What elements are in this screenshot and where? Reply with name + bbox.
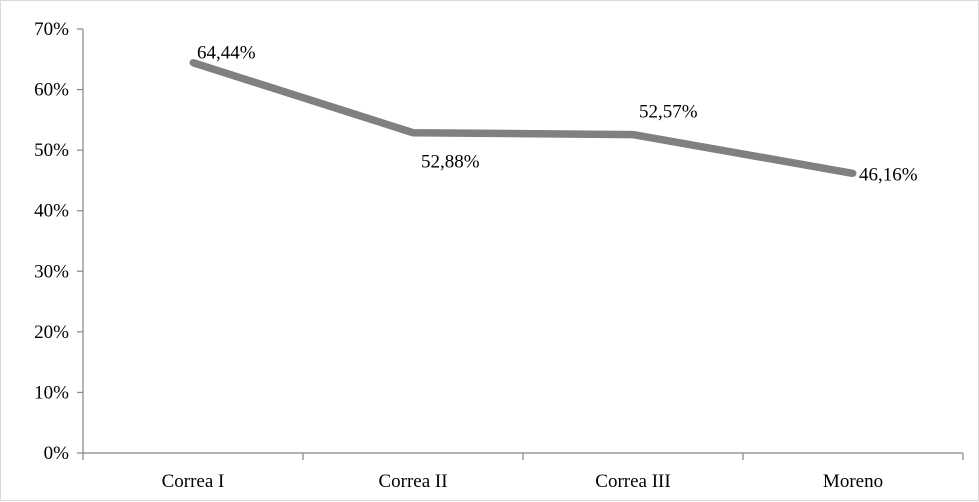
x-axis: Correa I Correa II Correa III Moreno xyxy=(82,452,964,492)
y-tick-label: 30% xyxy=(34,261,69,282)
y-tick-label: 40% xyxy=(34,201,69,222)
data-labels: 64,44% 52,88% 52,57% 46,16% xyxy=(197,43,918,186)
series-layer xyxy=(189,59,857,178)
x-category-label: Moreno xyxy=(823,471,883,492)
data-label: 64,44% xyxy=(197,43,256,64)
data-label: 52,88% xyxy=(421,152,480,173)
data-label: 52,57% xyxy=(639,102,698,123)
y-tick-label: 10% xyxy=(34,382,69,403)
x-category-label: Correa III xyxy=(595,471,670,492)
data-label: 46,16% xyxy=(859,164,918,185)
y-axis: 0% 10% 20% 30% 40% 50% 60% 70% xyxy=(34,19,84,464)
y-tick-label: 0% xyxy=(44,443,70,464)
y-tick-label: 50% xyxy=(34,140,69,161)
y-tick-label: 20% xyxy=(34,322,69,343)
data-point xyxy=(629,131,637,139)
data-point xyxy=(189,59,197,67)
x-category-label: Correa II xyxy=(378,471,447,492)
data-point xyxy=(849,169,857,177)
series-line xyxy=(191,59,854,178)
x-category-label: Correa I xyxy=(162,471,225,492)
y-tick-label: 60% xyxy=(34,80,69,101)
y-tick-label: 70% xyxy=(34,19,69,40)
data-point xyxy=(409,129,417,137)
